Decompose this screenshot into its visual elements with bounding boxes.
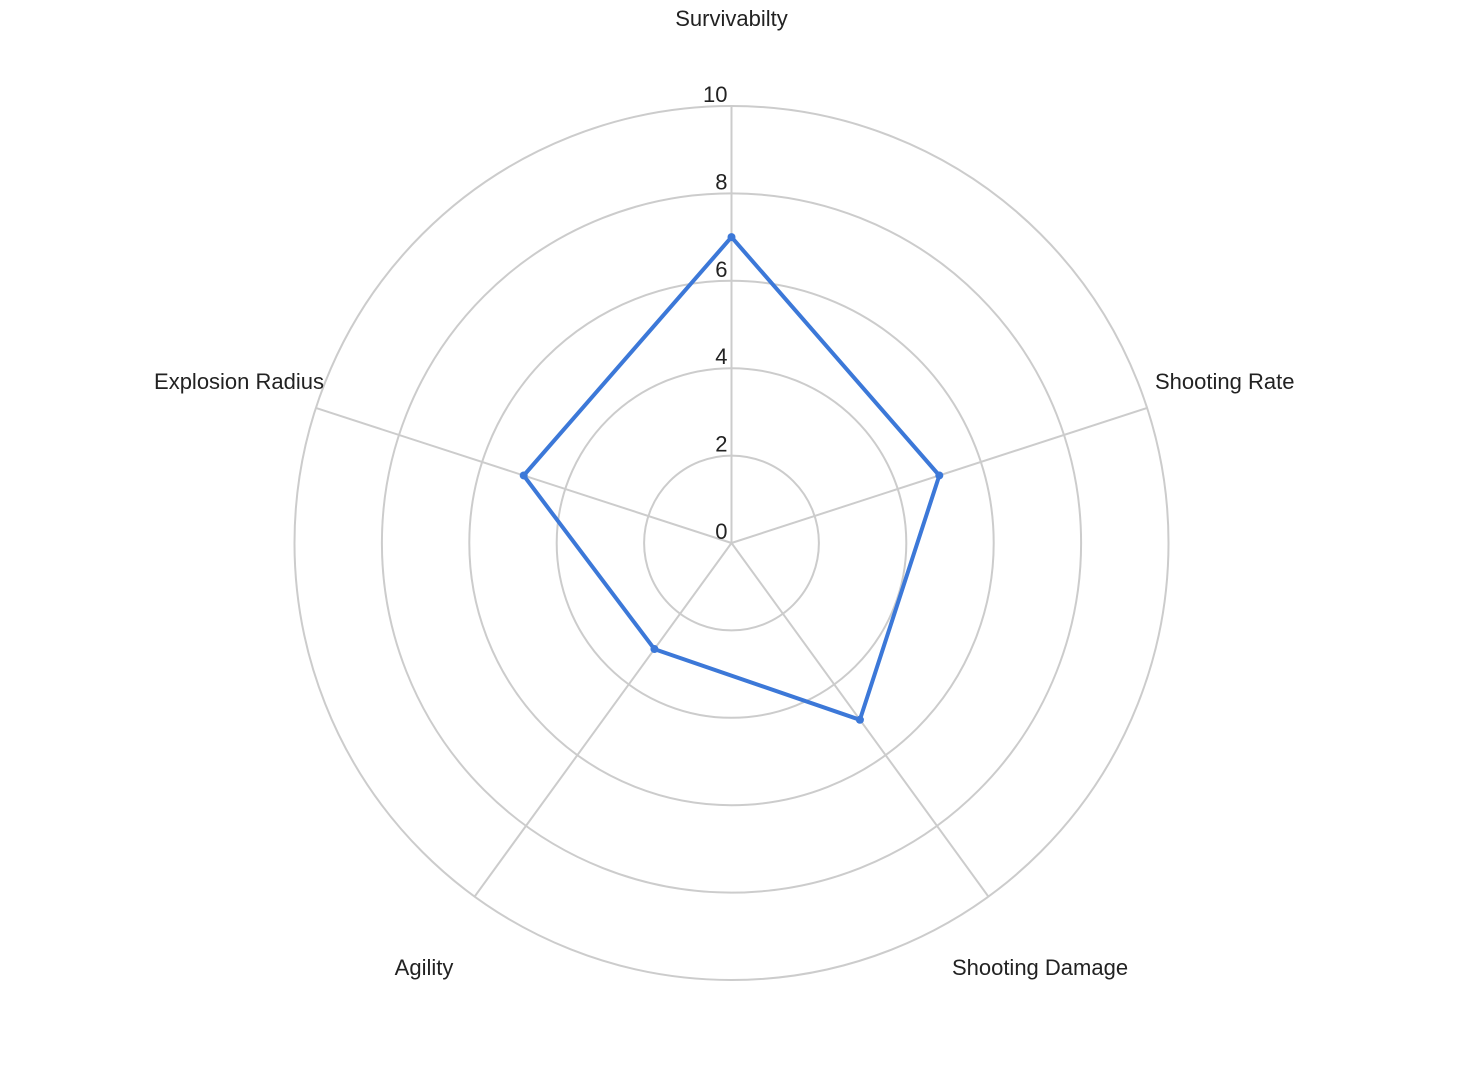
tick-label: 8 [715, 169, 727, 194]
tick-label: 0 [715, 519, 727, 544]
spoke-layer [315, 106, 1148, 898]
data-point[interactable] [935, 471, 944, 480]
tick-label: 4 [715, 344, 727, 369]
data-point[interactable] [650, 645, 659, 654]
axis-label: Shooting Rate [1155, 369, 1294, 394]
series-line [521, 235, 942, 722]
data-point[interactable] [727, 233, 736, 242]
tick-label: 6 [715, 257, 727, 282]
data-point[interactable] [519, 471, 528, 480]
axis-label-layer: Survivabilty Shooting Rate Shooting Damage… [154, 6, 1294, 980]
axis-label: Explosion Radius [154, 369, 324, 394]
axis-label: Agility [395, 955, 454, 980]
axis-label: Survivabilty [675, 6, 787, 31]
tick-label: 10 [703, 82, 727, 107]
series-layer [519, 233, 944, 724]
tick-label: 2 [715, 432, 727, 457]
tick-label-layer: 0 2 4 6 8 10 [703, 82, 727, 544]
data-point[interactable] [855, 715, 864, 724]
axis-label: Shooting Damage [952, 955, 1128, 980]
spoke-line [473, 542, 733, 898]
